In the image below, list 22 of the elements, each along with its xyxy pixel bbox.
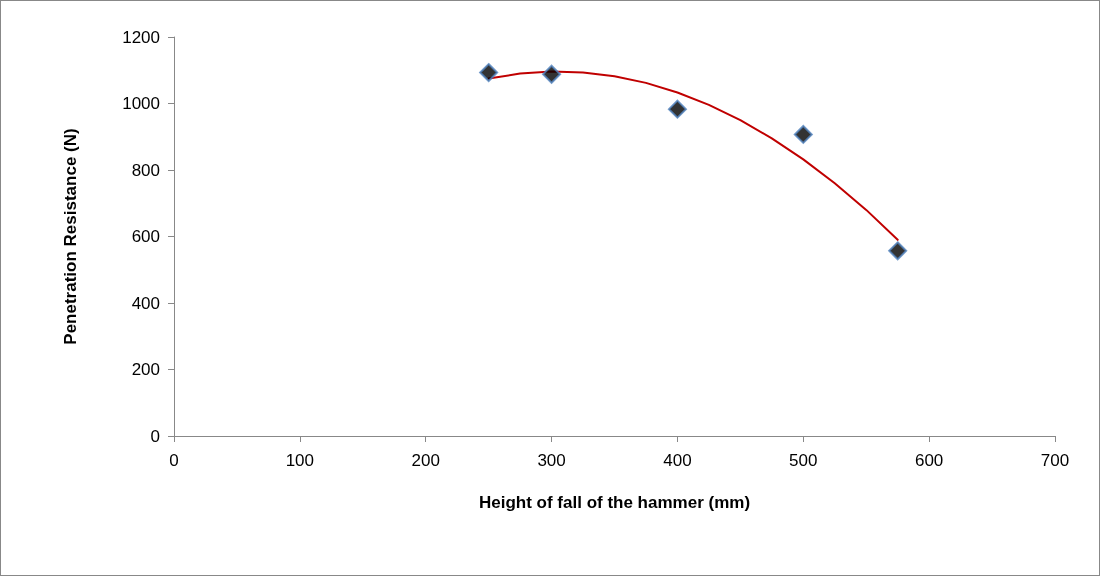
point bbox=[793, 124, 813, 144]
y-tick-label: 0 bbox=[150, 426, 160, 446]
point bbox=[667, 99, 687, 119]
point bbox=[888, 241, 908, 261]
point bbox=[542, 64, 562, 84]
y-tick-label: 1200 bbox=[122, 27, 160, 47]
y-tick-label: 400 bbox=[131, 293, 160, 313]
x-tick-label: 0 bbox=[169, 451, 179, 470]
x-axis-title: Height of fall of the hammer (mm) bbox=[478, 493, 751, 512]
y-tick-label: 600 bbox=[131, 227, 160, 246]
x-tick-label: 200 bbox=[411, 451, 440, 470]
x-tick-label: 400 bbox=[663, 451, 692, 470]
x-tick-label: 700 bbox=[1040, 451, 1070, 470]
x-tick-label: 600 bbox=[914, 451, 944, 470]
y-axis-title: Penetration Resistance (N) bbox=[61, 128, 80, 345]
y-tick-label: 800 bbox=[131, 160, 160, 180]
y-tick-label: 1000 bbox=[122, 94, 160, 113]
y-tick-label: 200 bbox=[131, 360, 160, 379]
x-tick-label: 100 bbox=[285, 451, 315, 470]
x-tick-label: 500 bbox=[789, 451, 818, 470]
point bbox=[479, 63, 499, 83]
x-tick-label: 300 bbox=[537, 451, 566, 470]
